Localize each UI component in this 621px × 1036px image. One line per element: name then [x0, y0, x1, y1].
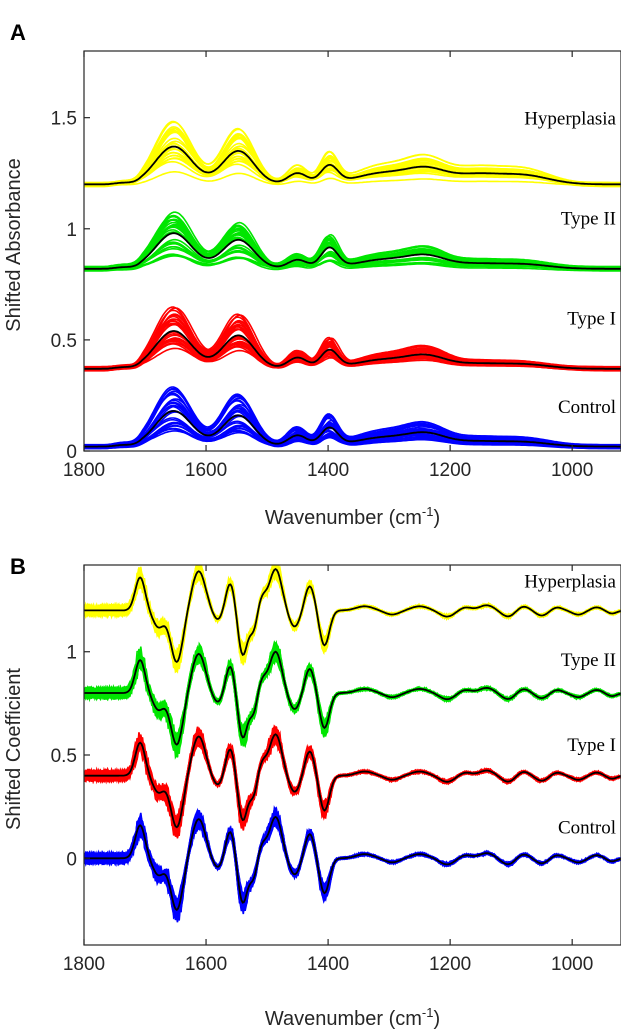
- spectrum-line: [84, 807, 621, 912]
- x-tick-label: 1200: [429, 460, 471, 481]
- panel-letter: B: [10, 554, 26, 579]
- series-type-ii: [84, 639, 621, 760]
- spectrum-line: [84, 338, 621, 370]
- spectrum-line: [84, 816, 621, 920]
- series-control: [84, 386, 621, 450]
- series-label: Type I: [567, 735, 616, 756]
- plot-area: [84, 565, 621, 923]
- plot-area: [84, 120, 621, 450]
- spectrum-line: [84, 812, 621, 921]
- series-label: Hyperplasia: [524, 108, 616, 129]
- spectrum-line: [84, 813, 621, 923]
- x-tick-label: 1000: [551, 954, 593, 975]
- panel-letter: A: [10, 20, 26, 45]
- panel-a: A Hyperplasia Type II Type I Control 1800 1600…: [3, 20, 621, 529]
- mean-line: [84, 568, 621, 664]
- spectrum-line: [84, 215, 621, 268]
- x-tick-label: 1400: [307, 460, 349, 481]
- y-tick-label: 1.5: [51, 109, 77, 130]
- mean-line: [84, 733, 621, 829]
- y-tick-label: 0.5: [51, 331, 77, 352]
- x-tick-label: 1800: [63, 460, 105, 481]
- spectrum-line: [84, 388, 621, 448]
- spectrum-line: [84, 726, 621, 830]
- spectrum-line: [84, 238, 621, 271]
- spectrum-line: [84, 171, 621, 187]
- mean-line: [84, 650, 621, 746]
- spectrum-line: [84, 315, 621, 369]
- spectrum-line: [84, 422, 621, 449]
- series-type-i: [84, 724, 621, 839]
- series-control: [84, 805, 621, 923]
- mean-line: [84, 145, 621, 186]
- y-tick-label: 1: [66, 643, 77, 664]
- spectrum-line: [84, 386, 621, 446]
- spectrum-line: [84, 650, 621, 751]
- y-tick-label: 1: [66, 220, 77, 241]
- x-tick-label: 1800: [63, 954, 105, 975]
- series-label: Control: [558, 397, 616, 418]
- x-axis-label: Wavenumber (cm-1): [265, 1005, 440, 1030]
- x-tick-label: 1200: [429, 954, 471, 975]
- series-type-i: [84, 306, 621, 372]
- axes-frame: [83, 50, 621, 452]
- mean-line: [84, 232, 621, 270]
- series-type-ii: [84, 211, 621, 272]
- series-label: Control: [558, 817, 616, 838]
- x-tick-label: 1000: [551, 460, 593, 481]
- mean-line: [84, 815, 621, 911]
- y-tick-label: 0: [66, 442, 77, 463]
- spectrum-line: [84, 805, 621, 913]
- y-tick-label: 0: [66, 849, 77, 870]
- y-tick-label: 0.5: [51, 746, 77, 767]
- x-axis-label: Wavenumber (cm-1): [265, 504, 440, 529]
- mean-line: [84, 410, 621, 448]
- spectrum-line: [84, 813, 621, 921]
- spectrum-line: [84, 809, 621, 911]
- spectrum-line: [84, 253, 621, 272]
- series-label: Type II: [561, 208, 616, 229]
- mean-line: [84, 330, 621, 370]
- spectrum-line: [84, 725, 621, 832]
- spectrum-line: [84, 121, 621, 184]
- y-axis-label: Shifted Absorbance: [3, 158, 25, 331]
- spectrum-line: [84, 727, 621, 836]
- series-hyperplasia: [84, 565, 621, 674]
- x-tick-label: 1600: [185, 460, 227, 481]
- y-axis-label: Shifted Coefficient: [3, 668, 25, 830]
- series-label: Type II: [561, 650, 616, 671]
- spectrum-line: [84, 816, 621, 920]
- series-label: Type I: [567, 308, 616, 329]
- spectrum-line: [84, 810, 621, 918]
- spectrum-line: [84, 724, 621, 831]
- series-label: Hyperplasia: [524, 572, 616, 593]
- spectrum-line: [84, 221, 621, 269]
- spectrum-line: [84, 726, 621, 828]
- spectrum-line: [84, 343, 621, 371]
- x-tick-label: 1600: [185, 954, 227, 975]
- panel-b: B Hyperplasia Type II Type I Control 1800 1600…: [3, 554, 621, 1030]
- series-hyperplasia: [84, 120, 621, 188]
- x-tick-label: 1400: [307, 954, 349, 975]
